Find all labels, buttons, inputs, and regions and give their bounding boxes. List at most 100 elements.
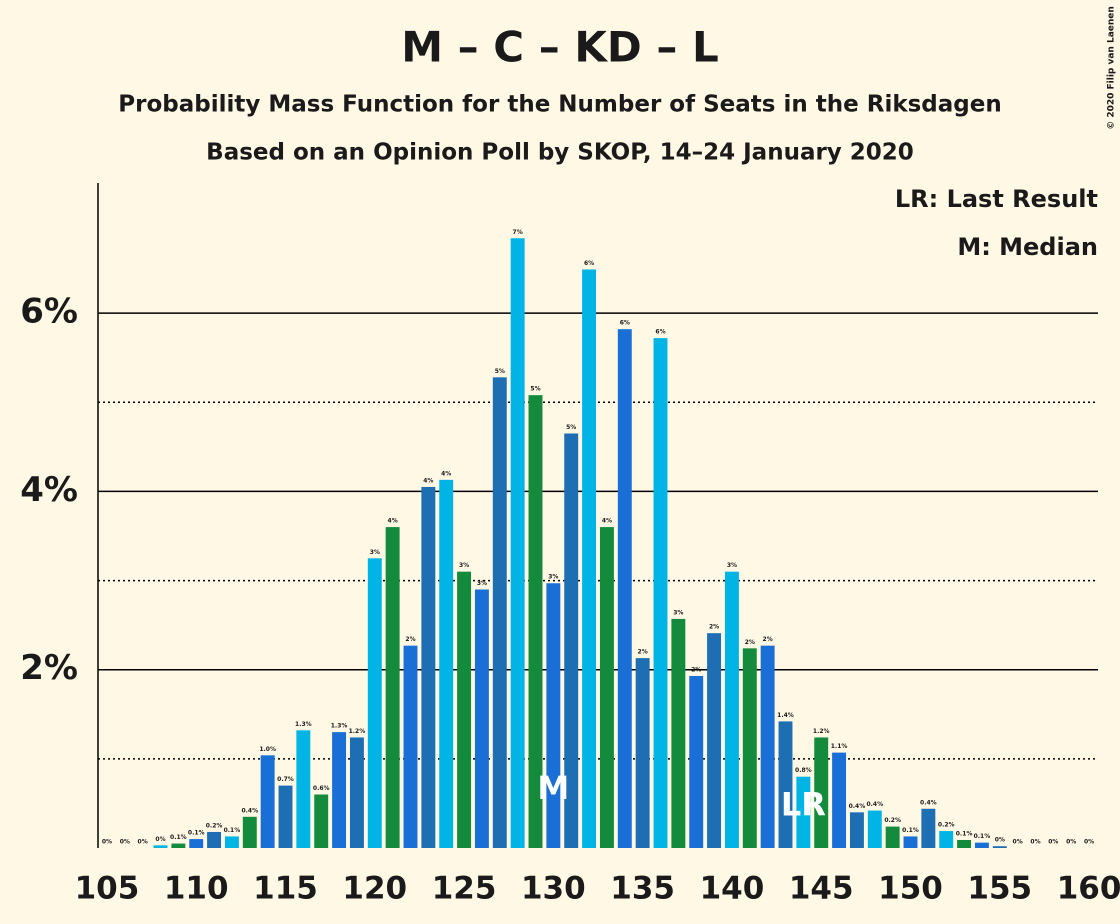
value-label: 0.2% — [938, 822, 955, 829]
bar — [224, 836, 239, 848]
value-label: 0.8% — [795, 767, 812, 774]
bar — [689, 675, 704, 848]
value-label: 1.2% — [349, 728, 366, 735]
value-label: 0% — [155, 836, 165, 843]
value-label: 0.4% — [920, 799, 937, 806]
value-label: 0% — [138, 839, 148, 846]
value-label: 0.1% — [974, 833, 991, 840]
value-label: 0% — [995, 837, 1005, 844]
bar — [796, 776, 811, 848]
value-label: 0% — [1048, 839, 1058, 846]
value-label: 0% — [1066, 839, 1076, 846]
bar — [671, 618, 686, 848]
value-label: 0.2% — [206, 822, 223, 829]
bar — [153, 845, 168, 848]
bar — [939, 831, 954, 848]
value-label: 0.1% — [902, 827, 919, 834]
bar — [832, 752, 847, 848]
value-label: 4% — [423, 477, 433, 484]
value-label: 1.1% — [831, 743, 848, 750]
legend-entry: LR: Last Result — [895, 185, 1098, 213]
bar — [760, 645, 775, 848]
bar — [349, 737, 364, 848]
x-tick-label: 110 — [164, 871, 229, 907]
x-tick-label: 125 — [432, 871, 497, 907]
y-tick-label: 6% — [20, 292, 78, 332]
bar — [742, 648, 757, 848]
bar — [421, 486, 436, 848]
bar — [903, 836, 918, 848]
copyright: © 2020 Filip van Laenen — [1107, 6, 1117, 130]
value-label: 4% — [441, 470, 451, 477]
bar — [599, 527, 614, 848]
bar — [582, 269, 597, 848]
value-label: 6% — [584, 260, 594, 267]
value-label: 2% — [709, 624, 719, 631]
bar — [296, 730, 311, 848]
x-tick-label: 115 — [253, 871, 318, 907]
bar — [171, 843, 186, 848]
x-tick-label: 160 — [1057, 871, 1120, 907]
value-label: 1.2% — [813, 728, 830, 735]
value-label: 6% — [620, 320, 630, 327]
bar — [492, 377, 507, 848]
value-label: 3% — [459, 562, 469, 569]
bar — [457, 571, 472, 848]
bar — [867, 810, 882, 848]
bar — [207, 831, 222, 848]
bar — [635, 658, 650, 848]
value-label: 1.3% — [295, 721, 312, 728]
value-label: 6% — [655, 329, 665, 336]
value-label: 0.1% — [170, 834, 187, 841]
value-label: 0.2% — [884, 817, 901, 824]
bar — [242, 816, 257, 848]
value-label: 7% — [513, 229, 523, 236]
bar — [332, 732, 347, 848]
value-label: 0% — [1030, 839, 1040, 846]
bar — [510, 238, 525, 849]
value-label: 5% — [495, 368, 505, 375]
value-label: 3% — [477, 580, 487, 587]
chart-subtitle: Based on an Opinion Poll by SKOP, 14–24 … — [206, 140, 914, 166]
value-label: 2% — [763, 636, 773, 643]
bar — [814, 737, 829, 848]
value-label: 3% — [673, 609, 683, 616]
x-tick-label: 135 — [610, 871, 675, 907]
bar — [189, 839, 204, 848]
value-label: 4% — [388, 518, 398, 525]
value-label: 2% — [638, 649, 648, 656]
x-tick-label: 150 — [878, 871, 943, 907]
value-label: 1.4% — [777, 712, 794, 719]
annotation: LR — [781, 786, 826, 824]
x-tick-label: 130 — [521, 871, 586, 907]
value-label: 0.6% — [313, 785, 330, 792]
bar — [724, 571, 739, 848]
value-label: 0% — [102, 839, 112, 846]
bar — [778, 721, 793, 848]
value-label: 1.0% — [259, 746, 276, 753]
value-label: 4% — [602, 518, 612, 525]
value-label: 0.1% — [224, 827, 241, 834]
value-label: 0.4% — [241, 807, 258, 814]
x-tick-label: 145 — [789, 871, 854, 907]
value-label: 3% — [370, 549, 380, 556]
x-tick-label: 140 — [700, 871, 765, 907]
bar — [367, 558, 382, 848]
value-label: 3% — [548, 574, 558, 581]
y-tick-label: 2% — [20, 648, 78, 688]
value-label: 0% — [120, 839, 130, 846]
bar — [564, 433, 579, 848]
bar — [385, 527, 400, 848]
bar — [439, 479, 454, 848]
value-label: 0.4% — [866, 801, 883, 808]
bar — [885, 826, 900, 848]
bar — [992, 846, 1007, 848]
chart-subtitle: Probability Mass Function for the Number… — [118, 92, 1001, 118]
bar — [403, 645, 418, 848]
bar — [849, 812, 864, 848]
bar — [314, 794, 329, 848]
bar — [278, 785, 293, 848]
value-label: 0% — [1013, 839, 1023, 846]
value-label: 2% — [745, 639, 755, 646]
value-label: 5% — [530, 386, 540, 393]
